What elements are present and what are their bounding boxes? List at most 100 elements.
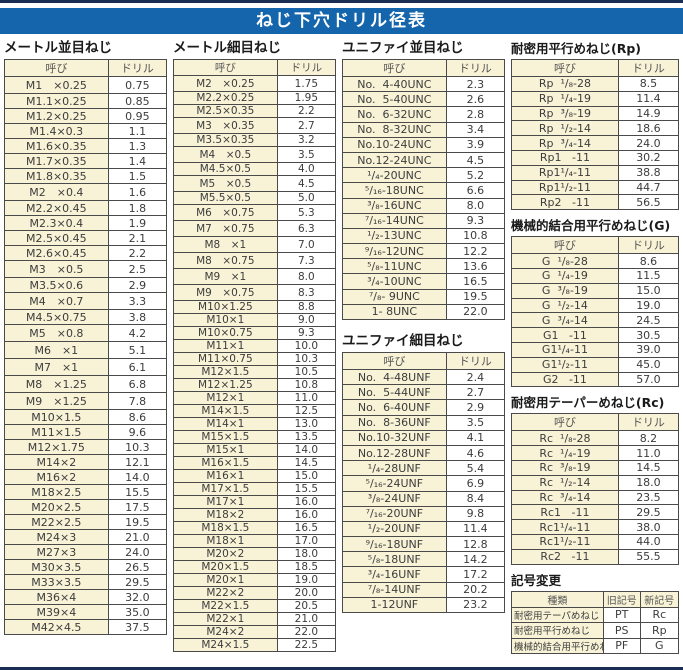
drill-value-cell: 8.8 xyxy=(276,300,337,314)
table-row: No.10-32UNF 4.1 xyxy=(342,429,506,446)
table-row: M18×1.5 16.5 xyxy=(173,521,337,535)
drill-value-cell: 44.0 xyxy=(617,533,680,550)
section-rp-thread: 耐密用平行めねじ(Rp) 呼び ドリル Rp ¹/₈-28 8.5 Rp ¹/₄-1… xyxy=(511,40,680,211)
drill-value-cell: 20.2 xyxy=(445,581,506,598)
thread-name-cell: Rp ¹/₄-19 xyxy=(511,90,619,107)
table-row: M4.5×0.75 3.8 xyxy=(4,309,168,325)
thread-name-cell: M18×2.5 xyxy=(4,484,109,500)
table-row: Rc1¹/₂-11 44.0 xyxy=(511,533,680,550)
section-unified-coarse: ユニファイ並目ねじ 呼び ドリル No. 4-40UNC 2.3 No. 5-40U… xyxy=(342,40,506,321)
thread-name-cell: M8 ×1.25 xyxy=(4,375,109,393)
drill-value-cell: 18.6 xyxy=(617,120,680,137)
table-row: M24×3 21.0 xyxy=(4,529,168,545)
thread-name-cell: Rp1¹/₄-11 xyxy=(511,164,619,181)
thread-name-cell: M36×4 xyxy=(4,589,109,605)
drill-value-cell: 7.3 xyxy=(276,252,337,269)
drill-value-cell: 23.2 xyxy=(445,596,506,614)
thread-name-cell: No. 4-48UNF xyxy=(342,368,447,386)
drill-value-cell: 14.5 xyxy=(276,456,337,470)
drill-value-cell: 8.0 xyxy=(276,268,337,285)
thread-name-cell: M10×0.75 xyxy=(173,326,278,340)
table-row: Rp ¹/₂-14 18.6 xyxy=(511,120,680,137)
section-symbol-change: 記号変更 種類 旧記号 新記号 耐密用テーパめねじ PT Rc 耐密用平行めねじ PS R… xyxy=(511,572,680,655)
table-row: M17×1.5 15.5 xyxy=(173,482,337,496)
drill-value-cell: 3.4 xyxy=(445,121,506,138)
thread-name-cell: M18×1 xyxy=(173,534,278,548)
thread-name-cell: M12×1 xyxy=(173,391,278,405)
column-header-old: 旧記号 xyxy=(602,590,641,608)
column-2: メートル細目ねじ 呼び ドリル M2 ×0.25 1.75 M2.2×0.25 1.9… xyxy=(173,40,337,661)
thread-name-cell: M4 ×0.7 xyxy=(4,292,109,310)
thread-name-cell: M1.7×0.35 xyxy=(4,153,109,169)
drill-value-cell: 1.8 xyxy=(107,200,168,216)
table-row: M20×2.5 17.5 xyxy=(4,499,168,515)
table-row: ⁵/₈-18UNF 14.2 xyxy=(342,551,506,568)
thread-name-cell: No.10-32UNF xyxy=(342,429,447,446)
table-row: ¹/₄-28UNF 5.4 xyxy=(342,460,506,477)
table-row: M2 ×0.25 1.75 xyxy=(173,75,337,92)
drill-value-cell: 11.0 xyxy=(276,391,337,405)
thread-name-cell: M6 ×1 xyxy=(4,341,109,359)
drill-value-cell: 39.0 xyxy=(617,341,680,358)
drill-value-cell: 10.8 xyxy=(445,227,506,245)
old-symbol-cell: PF xyxy=(602,637,641,654)
drill-value-cell: 37.5 xyxy=(107,619,168,635)
drill-value-cell: 6.9 xyxy=(445,475,506,492)
table-row: M2 ×0.4 1.6 xyxy=(4,183,168,201)
drill-value-cell: 8.2 xyxy=(617,430,680,447)
drill-table-unified-coarse: 呼び ドリル No. 4-40UNC 2.3 No. 5-40UNC 2.6 No. 6… xyxy=(342,59,506,321)
drill-value-cell: 19.5 xyxy=(445,288,506,305)
table-row: No.10-24UNC 3.9 xyxy=(342,136,506,153)
thread-name-cell: G1¹/₄-11 xyxy=(511,341,619,358)
section-rc-thread: 耐密用テーパーめねじ(Rc) 呼び ドリル Rc ¹/₈-28 8.2 Rc ¹/₄… xyxy=(511,394,680,565)
drill-value-cell: 17.5 xyxy=(107,499,168,515)
bottom-frame-line xyxy=(0,667,683,670)
drill-value-cell: 16.5 xyxy=(445,273,506,290)
drill-value-cell: 2.9 xyxy=(107,277,168,293)
drill-value-cell: 11.4 xyxy=(617,90,680,107)
thread-name-cell: M1.8×0.35 xyxy=(4,168,109,184)
thread-name-cell: M42×4.5 xyxy=(4,619,109,635)
thread-name-cell: ³/₈-16UNC xyxy=(342,197,447,214)
drill-value-cell: 22.5 xyxy=(276,638,337,652)
column-header-kind: 種類 xyxy=(511,590,604,608)
drill-value-cell: 18.5 xyxy=(276,560,337,574)
drill-value-cell: 2.7 xyxy=(276,117,337,134)
thread-name-cell: ⁵/₈-11UNC xyxy=(342,258,447,275)
thread-name-cell: M24×3 xyxy=(4,529,109,545)
thread-name-cell: ⁹/₁₆-12UNC xyxy=(342,243,447,260)
drill-value-cell: 2.4 xyxy=(445,368,506,386)
thread-name-cell: M5.5×0.5 xyxy=(173,191,278,205)
thread-name-cell: ¹/₂-13UNC xyxy=(342,227,447,245)
drill-value-cell: 15.0 xyxy=(276,469,337,483)
table-row: ⁵/₈-11UNC 13.6 xyxy=(342,258,506,275)
page-title: ねじ下穴ドリル径表 xyxy=(0,8,683,34)
table-row: M9 ×1 8.0 xyxy=(173,268,337,285)
table-row: Rp ¹/₄-19 11.4 xyxy=(511,90,680,107)
table-row: M1.4×0.3 1.1 xyxy=(4,123,168,139)
thread-name-cell: ³/₄-16UNF xyxy=(342,566,447,583)
drill-value-cell: 29.5 xyxy=(107,574,168,590)
header-row: 呼び ドリル xyxy=(342,352,506,370)
drill-value-cell: 3.8 xyxy=(107,309,168,325)
thread-name-cell: No. 4-40UNC xyxy=(342,75,447,93)
drill-value-cell: 5.4 xyxy=(445,460,506,477)
drill-value-cell: 35.0 xyxy=(107,604,168,620)
table-row: 1-12UNF 23.2 xyxy=(342,596,506,614)
drill-value-cell: 3.5 xyxy=(276,146,337,163)
table-row: M22×1.5 20.5 xyxy=(173,599,337,613)
table-row: G ¹/₄-19 11.5 xyxy=(511,267,680,284)
column-header-drill: ドリル xyxy=(445,352,506,370)
thread-name-cell: ⁵/₁₆-24UNF xyxy=(342,475,447,492)
drill-value-cell: 1.1 xyxy=(107,123,168,139)
new-symbol-cell: Rp xyxy=(639,622,680,639)
table-row: Rp ³/₄-14 24.0 xyxy=(511,135,680,151)
table-row: Rp ¹/₈-28 8.5 xyxy=(511,76,680,92)
thread-name-cell: ¹/₄-20UNC xyxy=(342,167,447,184)
table-row: M18×1 17.0 xyxy=(173,534,337,548)
drill-value-cell: 2.6 xyxy=(445,91,506,108)
table-row: M30×3.5 26.5 xyxy=(4,559,168,575)
drill-value-cell: 5.3 xyxy=(276,204,337,221)
thread-name-cell: M39×4 xyxy=(4,604,109,620)
thread-name-cell: Rp ³/₄-14 xyxy=(511,135,619,151)
